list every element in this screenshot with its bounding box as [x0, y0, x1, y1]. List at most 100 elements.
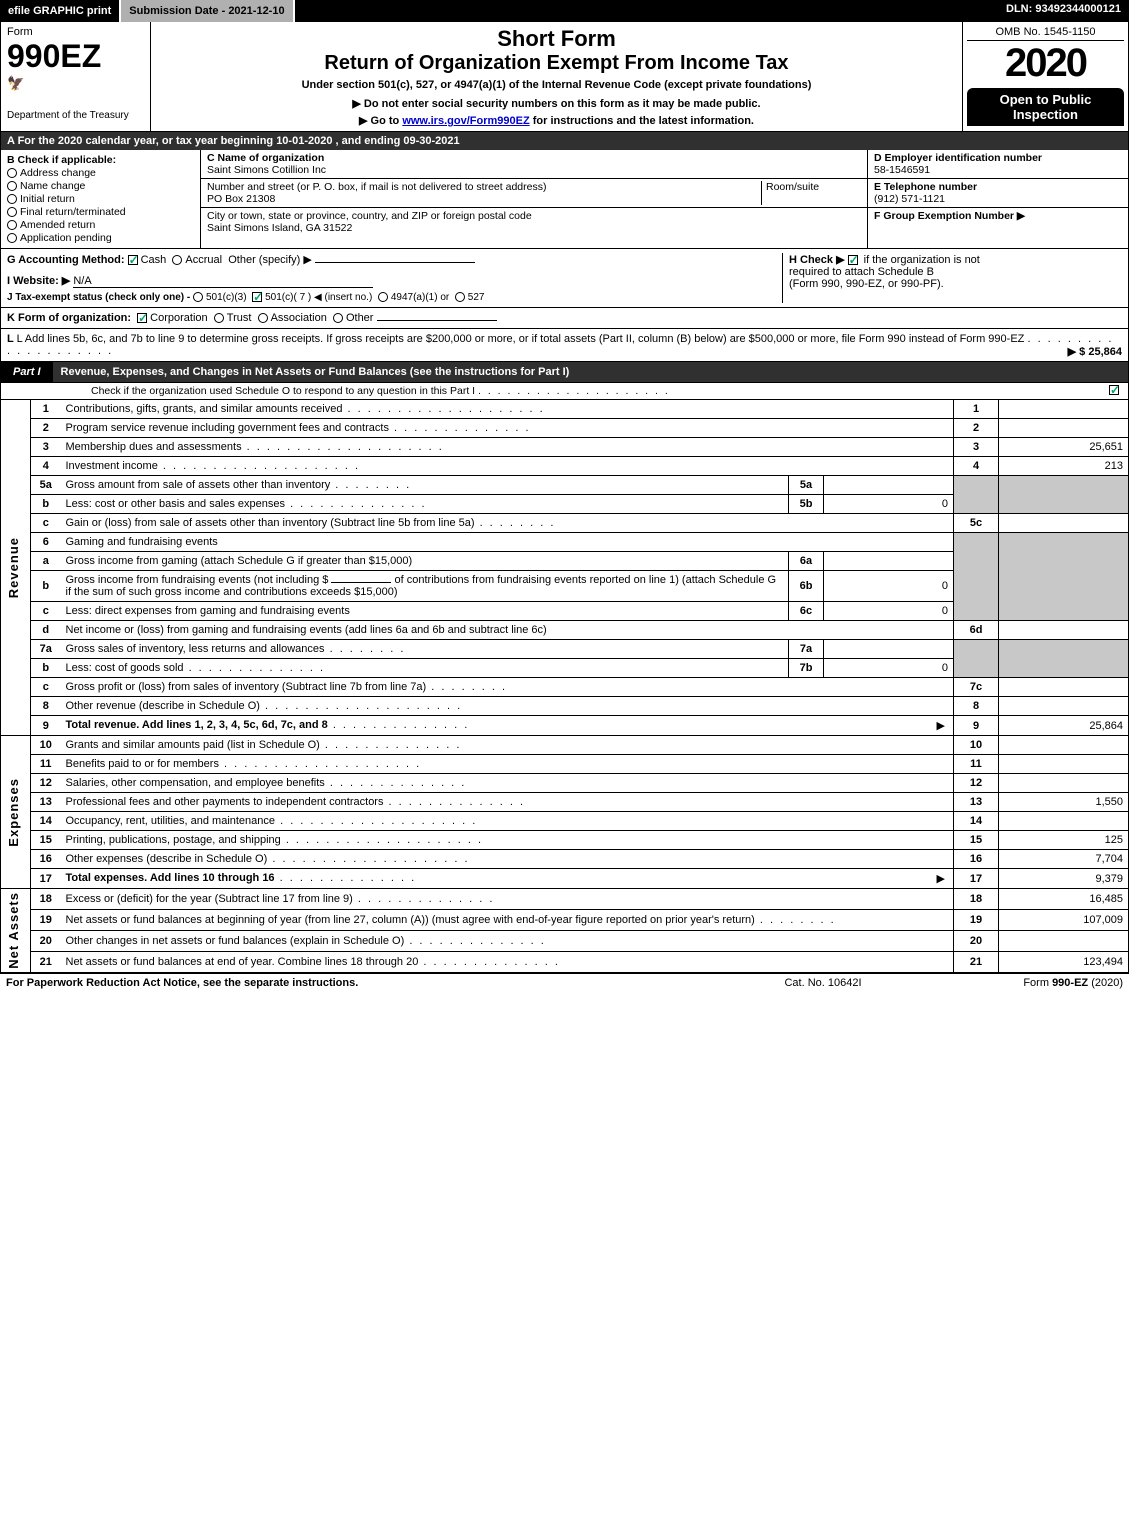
other-specify[interactable]	[315, 262, 475, 263]
val-4: 213	[999, 457, 1129, 476]
val-21: 123,494	[999, 951, 1129, 972]
cat-no: Cat. No. 10642I	[723, 977, 923, 989]
part1-header: Part I Revenue, Expenses, and Changes in…	[0, 362, 1129, 383]
val-6b: 0	[824, 571, 954, 602]
val-9: 25,864	[999, 716, 1129, 736]
part1-table: Revenue 1 Contributions, gifts, grants, …	[0, 400, 1129, 973]
h-box: H Check ▶ if the organization is not req…	[782, 253, 1122, 303]
form-ref: Form 990-EZ (2020)	[923, 977, 1123, 989]
e-label: E Telephone number	[874, 181, 977, 193]
org-city: Saint Simons Island, GA 31522	[207, 222, 352, 234]
g-row: G Accounting Method: Cash Accrual Other …	[7, 253, 782, 266]
header-left: Form 990EZ 🦅 Department of the Treasury	[1, 22, 151, 131]
val-10	[999, 736, 1129, 755]
form-number: 990EZ	[7, 38, 144, 75]
val-3: 25,651	[999, 438, 1129, 457]
val-7c	[999, 678, 1129, 697]
j-row: J Tax-exempt status (check only one) - 5…	[7, 292, 782, 303]
topbar-spacer	[295, 0, 998, 22]
l-amount: ▶ $ 25,864	[1068, 345, 1122, 358]
irs-link[interactable]: www.irs.gov/Form990EZ	[402, 115, 529, 127]
top-bar: efile GRAPHIC print Submission Date - 20…	[0, 0, 1129, 22]
val-7a	[824, 640, 954, 659]
val-15: 125	[999, 831, 1129, 850]
addr-label: Number and street (or P. O. box, if mail…	[207, 181, 546, 193]
val-2	[999, 419, 1129, 438]
val-13: 1,550	[999, 793, 1129, 812]
website-value: N/A	[73, 275, 373, 288]
check-name-change[interactable]: Name change	[7, 180, 194, 192]
goto-pre: ▶ Go to	[359, 115, 402, 127]
room-label: Room/suite	[766, 181, 819, 193]
goto-post: for instructions and the latest informat…	[530, 115, 754, 127]
part1-tag: Part I	[1, 362, 53, 382]
section-ghij: G Accounting Method: Cash Accrual Other …	[0, 249, 1129, 308]
side-netassets: Net Assets	[1, 889, 31, 973]
org-address: PO Box 21308	[207, 193, 275, 205]
k-assoc[interactable]	[258, 313, 268, 323]
val-19: 107,009	[999, 909, 1129, 930]
val-17: 9,379	[999, 869, 1129, 889]
b-title: B Check if applicable:	[7, 154, 194, 166]
k-other[interactable]	[333, 313, 343, 323]
check-final-return[interactable]: Final return/terminated	[7, 206, 194, 218]
part1-title: Revenue, Expenses, and Changes in Net As…	[53, 362, 1128, 382]
val-18: 16,485	[999, 889, 1129, 910]
goto-instructions: ▶ Go to www.irs.gov/Form990EZ for instru…	[159, 114, 954, 127]
tax-year: 2020	[967, 41, 1124, 86]
val-1	[999, 400, 1129, 419]
val-6c: 0	[824, 602, 954, 621]
org-name: Saint Simons Cotillion Inc	[207, 164, 326, 176]
val-20	[999, 930, 1129, 951]
phone-value: (912) 571-1121	[874, 193, 945, 205]
j-501c[interactable]	[252, 292, 262, 302]
val-14	[999, 812, 1129, 831]
i-row: I Website: ▶ N/A	[7, 274, 782, 288]
check-amended-return[interactable]: Amended return	[7, 219, 194, 231]
l-row: L L Add lines 5b, 6c, and 7b to line 9 t…	[0, 329, 1129, 362]
cash-check[interactable]	[128, 255, 138, 265]
check-address-change[interactable]: Address change	[7, 167, 194, 179]
h-check[interactable]	[848, 255, 858, 265]
d-label: D Employer identification number	[874, 152, 1042, 164]
j-501c3[interactable]	[193, 292, 203, 302]
k-trust[interactable]	[214, 313, 224, 323]
val-7b: 0	[824, 659, 954, 678]
f-label: F Group Exemption Number ▶	[874, 210, 1025, 222]
dln-number: DLN: 93492344000121	[998, 0, 1129, 22]
open-public-badge: Open to Public Inspection	[967, 88, 1124, 126]
val-12	[999, 774, 1129, 793]
j-4947[interactable]	[378, 292, 388, 302]
paperwork-notice: For Paperwork Reduction Act Notice, see …	[6, 977, 723, 989]
val-5b: 0	[824, 495, 954, 514]
val-6d	[999, 621, 1129, 640]
short-form-title: Short Form	[159, 26, 954, 52]
j-527[interactable]	[455, 292, 465, 302]
section-c: C Name of organization Saint Simons Coti…	[201, 150, 868, 248]
header-mid: Short Form Return of Organization Exempt…	[151, 22, 963, 131]
ssn-warning: ▶ Do not enter social security numbers o…	[159, 97, 954, 110]
part1-schedule-o-check[interactable]	[1109, 385, 1119, 395]
tax-period: A For the 2020 calendar year, or tax yea…	[0, 132, 1129, 150]
side-revenue: Revenue	[1, 400, 31, 736]
department: Department of the Treasury	[7, 110, 144, 121]
c-label: C Name of organization	[207, 152, 324, 164]
val-8	[999, 697, 1129, 716]
entity-block: B Check if applicable: Address change Na…	[0, 150, 1129, 249]
efile-print-button[interactable]: efile GRAPHIC print	[0, 0, 121, 22]
check-application-pending[interactable]: Application pending	[7, 232, 194, 244]
ln-1: 1	[31, 400, 61, 419]
eagle-icon: 🦅	[7, 75, 144, 92]
ein-value: 58-1546591	[874, 164, 930, 176]
val-5a	[824, 476, 954, 495]
form-header: Form 990EZ 🦅 Department of the Treasury …	[0, 22, 1129, 132]
section-b-checks: B Check if applicable: Address change Na…	[1, 150, 201, 248]
val-11	[999, 755, 1129, 774]
val-5c	[999, 514, 1129, 533]
page-footer: For Paperwork Reduction Act Notice, see …	[0, 973, 1129, 992]
header-right: OMB No. 1545-1150 2020 Open to Public In…	[963, 22, 1128, 131]
k-corp[interactable]	[137, 313, 147, 323]
return-title: Return of Organization Exempt From Incom…	[159, 52, 954, 75]
accrual-check[interactable]	[172, 255, 182, 265]
check-initial-return[interactable]: Initial return	[7, 193, 194, 205]
